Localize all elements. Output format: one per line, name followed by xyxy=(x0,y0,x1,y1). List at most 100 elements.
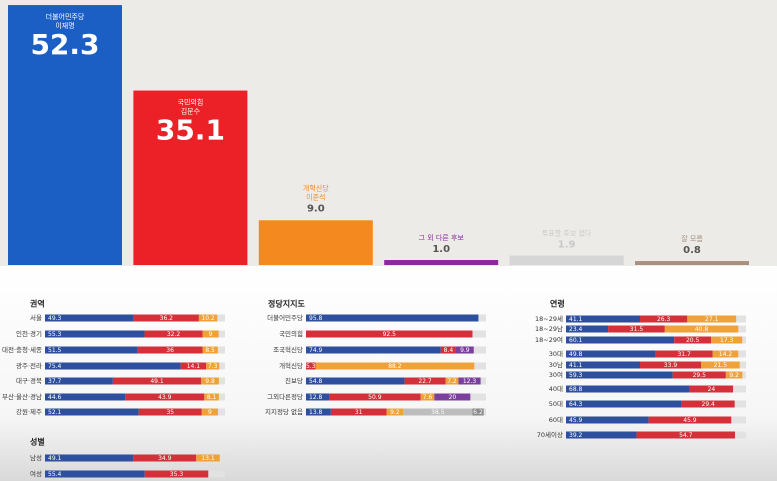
bar-segment xyxy=(403,408,473,416)
segment-label: 29.4 xyxy=(702,401,716,408)
segment-label: 9.2 xyxy=(729,372,739,379)
bar-segment xyxy=(45,314,134,322)
candidate-name: 김문수 xyxy=(181,108,201,116)
segment-label: 8.5 xyxy=(205,347,215,354)
segment-label: 35.3 xyxy=(170,471,184,478)
bar-segment xyxy=(404,377,446,385)
value-label: 9.0 xyxy=(307,203,325,214)
segment-label: 40.8 xyxy=(695,326,709,333)
column-bar xyxy=(8,5,122,265)
bar-segment xyxy=(566,400,682,408)
column-bar xyxy=(509,255,624,265)
bar-segment xyxy=(566,350,656,358)
panel-title: 연령 xyxy=(550,299,565,309)
segment-label: 36 xyxy=(166,347,174,354)
row-label: 40대 xyxy=(549,385,563,393)
bar-segment xyxy=(566,315,640,323)
bar-segment xyxy=(648,416,732,424)
segment-label: 59.3 xyxy=(569,372,583,379)
segment-label: 31.5 xyxy=(630,326,644,333)
segment-label: 50.9 xyxy=(368,394,382,401)
row-label: 여성 xyxy=(30,469,42,478)
bar-segment xyxy=(201,408,218,416)
row-label: 18~29남 xyxy=(535,324,563,333)
segment-label: 38.5 xyxy=(431,409,445,416)
bar-segment xyxy=(566,336,675,344)
bar-segment xyxy=(180,362,207,370)
candidate-name: 이준석 xyxy=(306,192,325,201)
segment-label: 12.3 xyxy=(463,378,477,385)
segment-label: 36.2 xyxy=(160,315,174,322)
bar-segment xyxy=(674,336,712,344)
row-label: 70세이상 xyxy=(537,430,563,439)
bar-segment xyxy=(566,416,649,424)
bar-segment xyxy=(45,330,145,338)
segment-label: 35 xyxy=(166,409,174,416)
segment-label: 23.4 xyxy=(569,326,583,333)
segment-label: 9.8 xyxy=(205,378,215,385)
segment-label: 7.3 xyxy=(208,363,218,370)
bar-segment xyxy=(566,361,640,369)
bar-segment xyxy=(112,377,202,385)
bar-segment xyxy=(711,336,743,344)
row-label: 조국혁신당 xyxy=(273,345,303,354)
row-label: 18~29세 xyxy=(535,314,563,323)
segment-label: 52.1 xyxy=(48,409,62,416)
segment-label: 54.7 xyxy=(679,432,693,439)
segment-label: 12.8 xyxy=(309,394,323,401)
row-label: 50대 xyxy=(549,400,563,408)
bar-segment xyxy=(306,377,405,385)
bar-segment xyxy=(689,385,734,393)
bar-segment xyxy=(687,315,737,323)
segment-label: 31 xyxy=(355,409,363,416)
segment-label: 64.3 xyxy=(569,401,583,408)
row-label: 그외다른정당 xyxy=(267,392,303,401)
row-label: 30대 xyxy=(549,350,563,358)
row-label: 개혁신당 xyxy=(279,361,303,370)
segment-label: 26.3 xyxy=(657,316,671,323)
segment-label: 55.4 xyxy=(48,471,62,478)
segment-label: 14.1 xyxy=(187,363,201,370)
bar-segment xyxy=(202,330,219,338)
row-label: 30여 xyxy=(549,370,563,379)
segment-label: 37.7 xyxy=(48,378,62,385)
column-bar xyxy=(258,220,373,265)
segment-label: 27.1 xyxy=(705,316,719,323)
bar-segment xyxy=(639,315,688,323)
segment-label: 13.8 xyxy=(309,409,323,416)
bar-segment xyxy=(434,393,471,401)
segment-label: 49.3 xyxy=(48,315,62,322)
row-label: 진보당 xyxy=(285,376,303,385)
row-label: 대전·충청·세종 xyxy=(2,345,42,354)
segment-label: 24 xyxy=(708,386,716,393)
panel-title: 권역 xyxy=(30,299,45,309)
column-bar xyxy=(384,260,499,265)
column-bar xyxy=(133,90,248,265)
segment-label: 51.5 xyxy=(48,347,62,354)
segment-label: 10.2 xyxy=(201,315,215,322)
bar-segment xyxy=(712,350,739,358)
value-label: 52.3 xyxy=(30,28,99,61)
bar-segment xyxy=(386,408,404,416)
segment-label: 45.9 xyxy=(683,417,697,424)
bar-segment xyxy=(45,470,145,478)
bar-segment xyxy=(330,408,387,416)
bar-segment xyxy=(455,346,474,354)
bar-segment xyxy=(306,408,331,416)
bar-segment xyxy=(125,393,205,401)
value-label: 35.1 xyxy=(156,114,225,147)
segment-label: 7.2 xyxy=(447,378,457,385)
row-label: 18~29여 xyxy=(535,335,563,344)
party-label: 더불어민주당 xyxy=(46,12,85,21)
bar-segment xyxy=(420,393,435,401)
segment-label: 68.8 xyxy=(569,386,583,393)
bar-segment xyxy=(681,400,735,408)
bar-segment xyxy=(306,330,473,338)
segment-label: 14.2 xyxy=(719,351,733,358)
party-label: 그 외 다른 후보 xyxy=(419,233,465,242)
bar-segment xyxy=(566,371,673,379)
bar-segment xyxy=(639,361,701,369)
row-label: 대구·경북 xyxy=(16,376,42,385)
segment-label: 9.9 xyxy=(460,347,470,354)
bar-segment xyxy=(144,330,203,338)
